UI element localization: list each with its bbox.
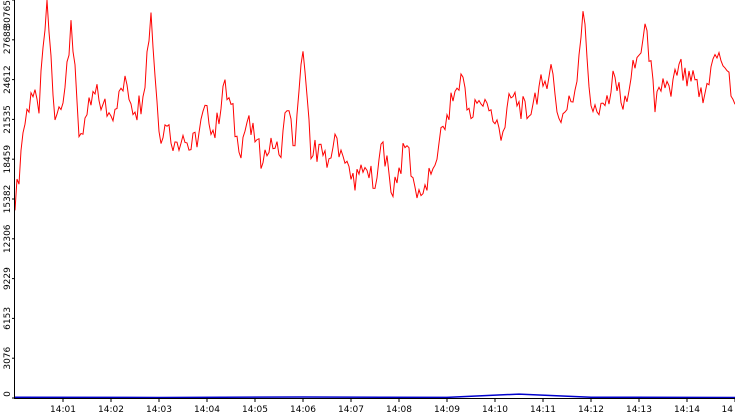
- y-tick-label: 30765: [3, 0, 13, 29]
- y-axis-ticks: 0 3076 6153 9229 12306 15382 18459 21535 24612 27…: [3, 0, 15, 399]
- x-tick-label: 14:07: [338, 405, 364, 415]
- series-layer: [14, 0, 735, 399]
- x-tick-label: 14: [722, 405, 734, 415]
- series-line: [14, 393, 735, 399]
- y-tick-label: 9229: [3, 267, 13, 290]
- y-tick-label: 15382: [3, 185, 13, 214]
- x-tick-label: 14:03: [146, 405, 172, 415]
- y-tick-label: 24612: [3, 65, 13, 94]
- x-tick-label: 14:11: [530, 405, 556, 415]
- y-tick-label: 27688: [3, 25, 13, 54]
- x-tick-label: 14:13: [626, 405, 652, 415]
- x-tick-label: 14:04: [194, 405, 220, 415]
- x-axis-ticks: 14:01 14:02 14:03 14:04 14:05 14:06 14:07 14:08…: [50, 398, 735, 415]
- series-line: [14, 0, 735, 211]
- x-tick-label: 14:12: [578, 405, 604, 415]
- x-tick-label: 14:09: [434, 405, 460, 415]
- x-tick-label: 14:10: [482, 405, 508, 415]
- x-tick-label: 14:14: [674, 405, 700, 415]
- x-tick-label: 14:02: [98, 405, 124, 415]
- y-tick-label: 3076: [3, 346, 13, 369]
- y-tick-label: 18459: [3, 145, 13, 174]
- y-tick-label: 0: [3, 391, 13, 397]
- x-tick-label: 14:06: [290, 405, 316, 415]
- y-tick-label: 21535: [3, 105, 13, 134]
- x-tick-label: 14:08: [386, 405, 412, 415]
- y-tick-label: 6153: [3, 307, 13, 330]
- x-tick-label: 14:05: [242, 405, 268, 415]
- y-tick-label: 12306: [3, 224, 13, 253]
- x-tick-label: 14:01: [50, 405, 76, 415]
